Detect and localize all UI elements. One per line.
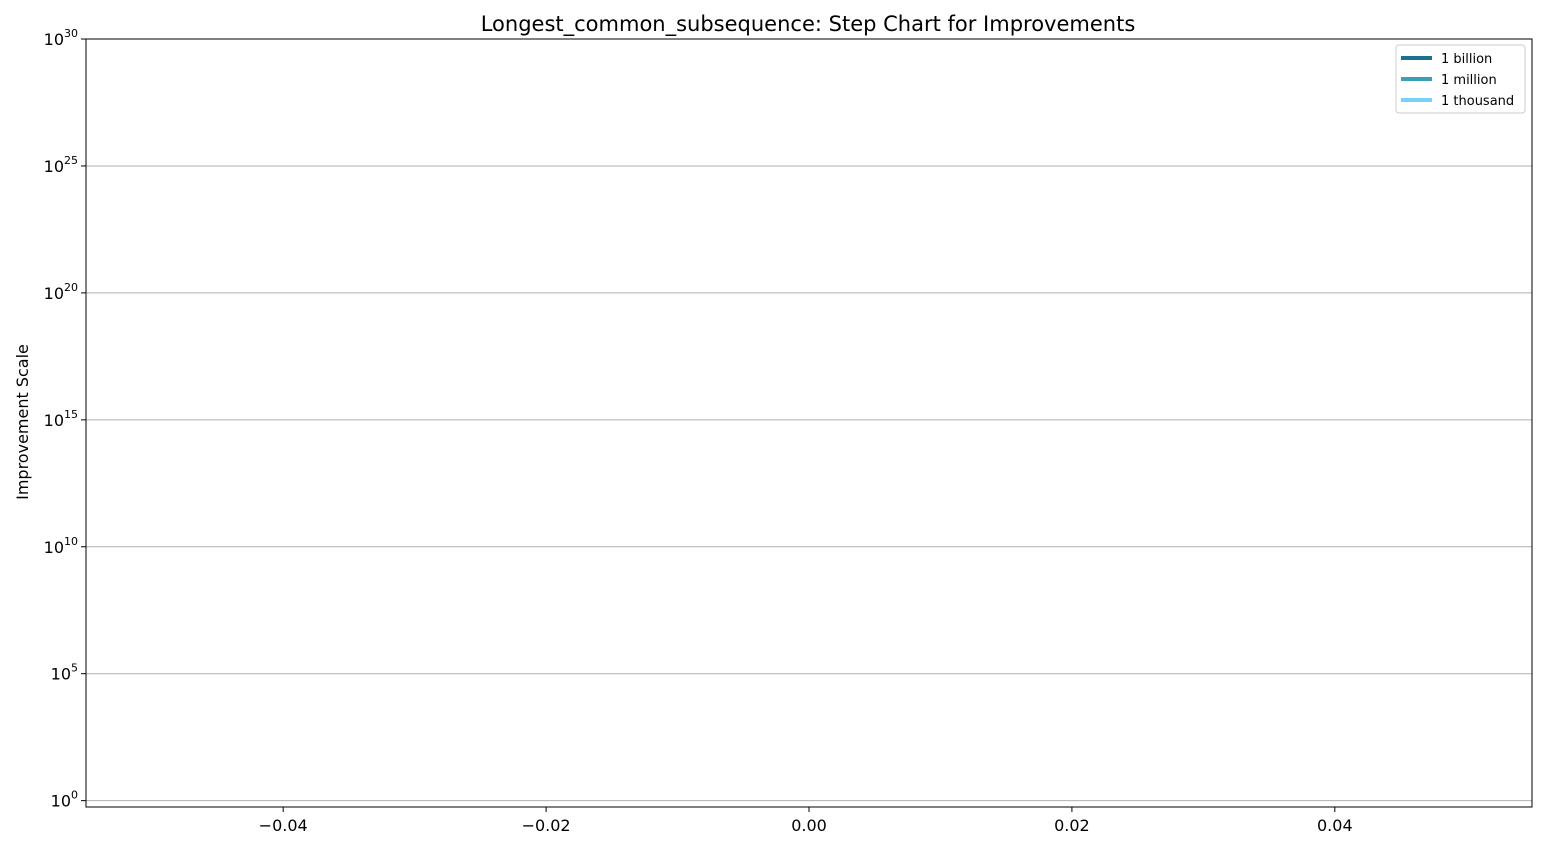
chart-title: Longest_common_subsequence: Step Chart f… [481,12,1136,37]
x-tick-label: 0.02 [1054,816,1090,835]
legend-label: 1 thousand [1441,94,1514,109]
y-tick-base: 10 [51,665,71,684]
grid-lines [86,38,1532,802]
legend-label: 1 million [1441,73,1497,88]
y-tick-base: 10 [51,792,71,811]
legend-box [1395,44,1526,114]
y-tick-base: 10 [44,538,64,557]
x-tick-label: −0.02 [522,816,571,835]
y-tick-base: 10 [44,30,64,49]
y-tick-exponent: 0 [71,789,78,802]
x-tick-label: 0.00 [791,816,827,835]
y-tick-base: 10 [44,284,64,303]
y-tick-exponent: 25 [64,154,78,167]
legend: 1 billion 1 million 1 thousand [1395,44,1526,114]
legend-items: 1 billion 1 million 1 thousand [1401,52,1514,109]
y-axis-label: Improvement Scale [13,344,32,500]
y-tick-label: 1010 [44,535,78,557]
y-tick-label: 105 [51,662,78,684]
legend-label: 1 billion [1441,52,1492,67]
plot-frame [85,38,1533,808]
y-tick-label: 1020 [44,281,78,303]
y-tick-exponent: 10 [64,535,78,548]
y-tick-base: 10 [44,157,64,176]
y-tick-label: 1015 [44,408,78,430]
x-axis: −0.04 −0.02 0.00 0.02 0.04 [259,807,1353,835]
y-tick-label: 1025 [44,154,78,176]
y-tick-exponent: 15 [64,408,78,421]
y-tick-label: 100 [51,789,78,811]
y-tick-exponent: 30 [64,27,78,40]
x-tick-label: −0.04 [259,816,308,835]
x-tick-label: 0.04 [1317,816,1353,835]
y-tick-exponent: 20 [64,281,78,294]
y-tick-exponent: 5 [71,662,78,675]
y-tick-label: 1030 [44,27,78,49]
y-tick-base: 10 [44,411,64,430]
